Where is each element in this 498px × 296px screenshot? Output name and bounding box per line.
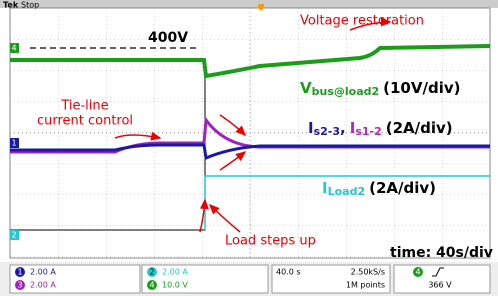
annotation: Voltage restoration xyxy=(300,14,424,29)
points: 1M points xyxy=(346,281,385,290)
ch-id: 3 xyxy=(17,281,22,290)
text: s2-3 xyxy=(314,125,340,138)
annotation: current control xyxy=(37,114,133,129)
marker-label: 4 xyxy=(11,44,16,53)
ch-scale: 2.00 A xyxy=(30,268,56,277)
text: Load2 xyxy=(328,185,366,198)
text: (2A/div) xyxy=(369,179,436,197)
timebase: time: 40s/div xyxy=(390,245,493,261)
ch-scale: 10.0 V xyxy=(162,281,188,290)
trigger-level: 366 V xyxy=(428,281,452,290)
text: , xyxy=(340,119,346,137)
channel-box xyxy=(142,265,268,293)
page: Tek Stop 4 1 2 400V Voltage restoration … xyxy=(0,0,498,296)
ch-id: 1 xyxy=(17,268,22,277)
text: V xyxy=(300,79,312,97)
ch-id: 2 xyxy=(149,268,154,277)
scope: Tek Stop 4 1 2 400V Voltage restoration … xyxy=(0,0,498,296)
text: s1-2 xyxy=(355,125,381,138)
time: 40.0 s xyxy=(276,268,301,277)
text: bus@load2 xyxy=(312,85,380,98)
top-bar xyxy=(0,0,498,8)
text: (2A/div) xyxy=(386,119,453,137)
annotation: Load steps up xyxy=(225,234,316,249)
marker-label: 1 xyxy=(11,139,16,148)
marker-label: 2 xyxy=(11,231,16,240)
annotation: Tie-line xyxy=(60,99,108,114)
trigger-ch: 4 xyxy=(415,268,420,277)
rate: 2.50kS/s xyxy=(351,268,385,277)
ch-scale: 2.00 A xyxy=(30,281,56,290)
text: (10V/div) xyxy=(383,79,460,97)
ch-id: 4 xyxy=(149,281,154,290)
ch-scale: 2.00 A xyxy=(162,268,188,277)
ref-label: 400V xyxy=(148,30,188,46)
